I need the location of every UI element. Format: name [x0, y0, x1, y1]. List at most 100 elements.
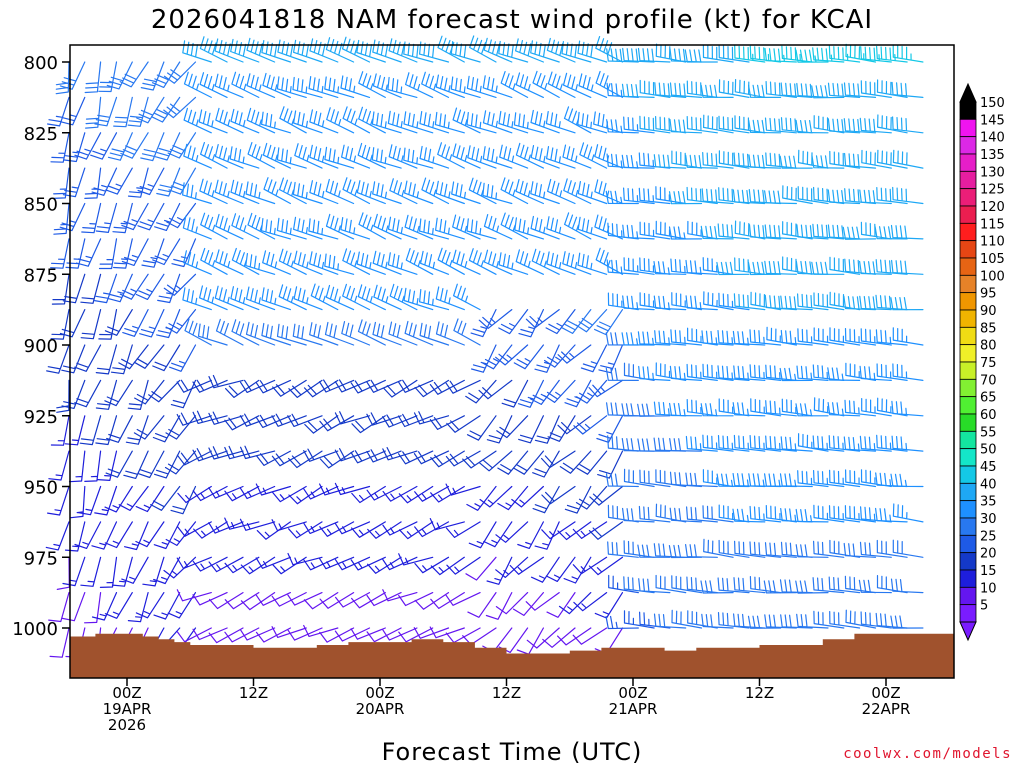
wind-barb [437, 247, 465, 275]
wind-barb [334, 556, 371, 571]
wind-barb [373, 213, 402, 240]
wind-barb [718, 79, 750, 98]
wind-barb [398, 485, 434, 504]
wind-barb [107, 273, 133, 303]
wind-barb [277, 39, 307, 63]
wind-barb [470, 309, 497, 338]
wind-barb [166, 202, 197, 229]
wind-barb [486, 415, 513, 444]
wind-barb [79, 415, 102, 446]
wind-barb [287, 592, 323, 606]
wind-barb [541, 485, 576, 505]
wind-barb [541, 450, 576, 469]
wind-barb [148, 379, 181, 403]
colorbar-label: 115 [980, 217, 1005, 232]
wind-barb [795, 544, 829, 558]
wind-barb [224, 415, 260, 431]
wind-barb [669, 119, 703, 134]
wind-barb [670, 329, 703, 346]
wind-barb [413, 450, 450, 465]
wind-barb [859, 260, 892, 275]
x-tick-label: 2026 [108, 716, 146, 734]
wind-barb [49, 627, 70, 658]
wind-barb [843, 295, 877, 311]
wind-barb [562, 72, 592, 98]
wind-barb [324, 146, 355, 169]
wind-barb [623, 610, 655, 629]
wind-barb [718, 150, 750, 169]
wind-barb [512, 592, 544, 616]
colorbar-segment [959, 569, 977, 588]
wind-barb [271, 519, 307, 532]
wind-barb [686, 506, 718, 523]
wind-barb [482, 146, 513, 169]
wind-barb [701, 613, 734, 629]
wind-barb [796, 224, 829, 240]
wind-barb [382, 627, 418, 641]
wind-barb [74, 132, 102, 160]
wind-barb [561, 309, 592, 334]
wind-barb [700, 580, 734, 594]
wind-barb [764, 260, 797, 275]
wind-barb [303, 556, 339, 571]
wind-barb [890, 473, 924, 488]
wind-barb [843, 542, 877, 558]
wind-barb [637, 438, 671, 452]
x-tick-label: 20APR [356, 700, 405, 718]
wind-barb [605, 332, 639, 346]
wind-barb [515, 179, 544, 205]
wind-barb [577, 111, 608, 134]
wind-barb [668, 191, 703, 205]
colorbar-label: 10 [980, 581, 997, 596]
wind-barb [717, 365, 750, 381]
wind-barb [654, 82, 687, 98]
wind-barb [357, 284, 386, 311]
wind-barb [890, 615, 924, 629]
wind-barb [230, 179, 260, 205]
wind-barb [215, 249, 244, 275]
wind-barb [734, 45, 766, 63]
wind-barb [104, 521, 133, 549]
wind-barb [700, 403, 734, 417]
wind-barb [414, 592, 450, 610]
wind-barb [136, 96, 165, 124]
wind-barb [483, 37, 513, 63]
wind-barb [247, 142, 276, 169]
wind-barb [271, 485, 307, 503]
wind-barb [622, 47, 655, 63]
wind-barb [304, 415, 339, 434]
wind-barb [62, 556, 86, 587]
wind-barb [891, 400, 924, 417]
wind-barb [272, 556, 307, 575]
wind-barb [607, 541, 639, 558]
wind-barb [732, 508, 766, 523]
wind-barb [796, 365, 829, 381]
wind-barb [717, 612, 750, 629]
wind-barb [319, 415, 355, 432]
wind-barb [580, 344, 608, 373]
wind-barb [811, 155, 845, 169]
wind-barb [639, 469, 671, 488]
wind-barb [876, 79, 908, 98]
wind-barb [687, 327, 718, 346]
wind-barb [749, 435, 782, 452]
wind-barb [843, 118, 877, 134]
wind-barb [513, 344, 544, 370]
wind-barb [357, 319, 386, 346]
wind-barb [372, 39, 402, 63]
wind-barb [382, 556, 418, 571]
wind-barb [546, 216, 576, 240]
wind-barb [498, 252, 529, 275]
wind-barb [371, 147, 402, 169]
wind-barb [876, 539, 908, 558]
wind-barb [813, 327, 845, 346]
wind-barb [670, 258, 703, 275]
wind-barb [827, 402, 861, 417]
wind-barb [81, 202, 102, 234]
wind-barb [208, 374, 244, 389]
wind-barb [638, 365, 671, 381]
wind-barb [127, 379, 149, 410]
wind-barb [84, 167, 102, 199]
wind-barb [828, 435, 861, 452]
wind-barb [61, 379, 86, 409]
